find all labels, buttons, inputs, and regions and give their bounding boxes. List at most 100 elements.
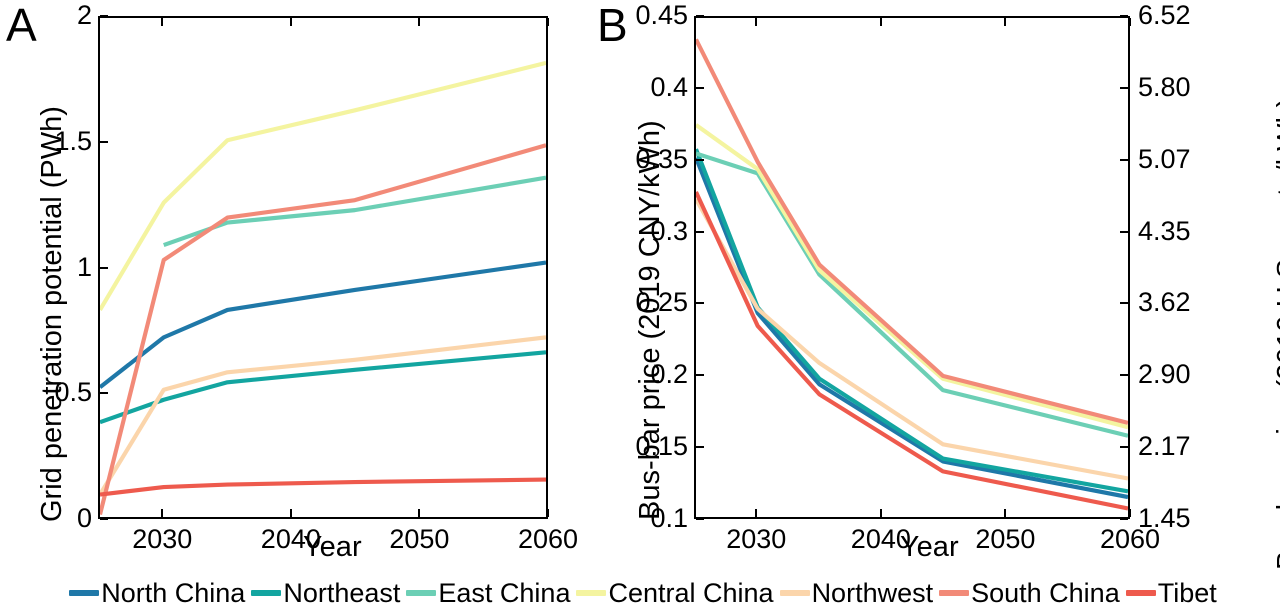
y-tick-label: 0.2 (650, 359, 688, 390)
y-tick-label: 0.3 (650, 215, 688, 246)
right-y-tick-mark (1120, 230, 1128, 233)
x-tick-mark-top (289, 18, 292, 26)
panel-a-x-axis-title: Year (303, 531, 362, 563)
legend-color-swatch (251, 590, 282, 596)
x-tick-label: 2040 (260, 524, 321, 554)
legend-item-northwest[interactable]: Northwest (774, 574, 934, 612)
panel-b-plot-area (694, 16, 1130, 519)
x-tick-mark (1004, 509, 1007, 517)
panel-a-lines (100, 60, 546, 516)
right-y-tick-label: 5.80 (1138, 71, 1191, 102)
x-tick-mark-top (755, 18, 758, 26)
panel-a-y-axis-title: Grid penetration potential (PWh) (36, 106, 68, 522)
x-tick-mark (755, 509, 758, 517)
series-line (696, 198, 1128, 481)
y-tick-mark (100, 392, 108, 395)
legend-label: Northeast (283, 577, 401, 608)
y-tick-label: 1 (76, 251, 92, 282)
y-tick-mark (100, 518, 108, 520)
panel-b-right-y-axis-title: Bus-bar price (2019 U.S. cents/kWh) (1272, 97, 1280, 570)
legend-item-central-china[interactable]: Central China (570, 574, 774, 612)
x-tick-mark (418, 509, 421, 517)
series-line (100, 143, 546, 516)
legend-color-swatch (939, 590, 970, 596)
right-y-tick-label: 2.90 (1138, 359, 1191, 390)
panel-b-x-axis-title: Year (900, 531, 959, 563)
series-line (696, 123, 1128, 430)
y-tick-label: 0 (76, 503, 92, 533)
y-tick-mark (696, 446, 704, 449)
legend-item-tibet[interactable]: Tibet (1120, 574, 1217, 612)
x-tick-mark-top (418, 18, 421, 26)
right-y-tick-label: 1.45 (1138, 503, 1191, 533)
legend-item-north-china[interactable]: North China (63, 574, 245, 612)
x-tick-mark-top (547, 18, 549, 26)
y-tick-mark (696, 15, 704, 17)
legend-item-south-china[interactable]: South China (933, 574, 1120, 612)
right-y-tick-label: 2.17 (1138, 431, 1191, 462)
legend-item-northeast[interactable]: Northeast (245, 574, 400, 612)
right-y-tick-mark (1120, 86, 1128, 89)
y-tick-mark (696, 374, 704, 377)
x-tick-mark (1129, 509, 1131, 517)
x-tick-label: 2030 (726, 524, 787, 554)
y-tick-mark (696, 518, 704, 520)
x-tick-mark-top (161, 18, 164, 26)
legend-color-swatch (406, 590, 437, 596)
y-tick-mark (696, 230, 704, 233)
right-y-tick-mark (1120, 302, 1128, 305)
right-y-tick-mark (1120, 15, 1128, 17)
legend-color-swatch (779, 590, 810, 596)
panel-a-plot-area (98, 16, 548, 519)
series-line (163, 175, 546, 248)
y-tick-mark (100, 140, 108, 143)
x-tick-mark (547, 509, 549, 517)
series-line (696, 148, 1128, 494)
y-tick-label: 0.1 (650, 503, 688, 533)
y-tick-label: 0.45 (635, 0, 688, 30)
y-tick-label: 1.5 (54, 125, 92, 156)
legend-label: Tibet (1157, 577, 1217, 608)
y-tick-label: 0.4 (650, 71, 688, 102)
legend-label: Northwest (811, 577, 934, 608)
legend-item-east-china[interactable]: East China (400, 574, 570, 612)
y-tick-mark (696, 158, 704, 161)
y-tick-mark (696, 302, 704, 305)
y-tick-mark (100, 266, 108, 269)
y-tick-label: 0.5 (54, 377, 92, 408)
series-line (696, 156, 1128, 500)
y-tick-label: 2 (76, 0, 92, 30)
x-tick-mark (289, 509, 292, 517)
y-tick-mark (100, 15, 108, 17)
legend-label: East China (438, 577, 571, 608)
x-tick-label: 2060 (1099, 524, 1161, 554)
right-y-tick-label: 5.07 (1138, 143, 1191, 174)
x-tick-label: 2050 (975, 524, 1036, 554)
x-tick-label: 2040 (850, 524, 911, 554)
series-line (100, 60, 546, 311)
legend-color-swatch (576, 590, 607, 596)
right-y-tick-label: 3.62 (1138, 287, 1191, 318)
right-y-tick-label: 6.52 (1138, 0, 1191, 30)
x-tick-label: 2050 (389, 524, 450, 554)
x-tick-mark-top (879, 18, 882, 26)
y-tick-label: 0.15 (635, 431, 688, 462)
x-tick-label: 2060 (517, 524, 579, 554)
series-line (696, 151, 1128, 438)
panel-b-letter: B (597, 0, 628, 51)
x-tick-mark-top (1129, 18, 1131, 26)
series-line (696, 191, 1128, 511)
right-y-tick-mark (1120, 518, 1128, 520)
right-y-tick-label: 4.35 (1138, 215, 1191, 246)
y-tick-label: 0.35 (635, 143, 688, 174)
legend-label: North China (101, 577, 246, 608)
series-line (100, 335, 546, 496)
y-tick-label: 0.25 (635, 287, 688, 318)
panel-b-lines (696, 38, 1128, 511)
right-y-tick-mark (1120, 446, 1128, 449)
x-tick-mark (879, 509, 882, 517)
legend-label: South China (971, 577, 1120, 608)
right-y-tick-mark (1120, 374, 1128, 377)
series-line (100, 477, 546, 497)
